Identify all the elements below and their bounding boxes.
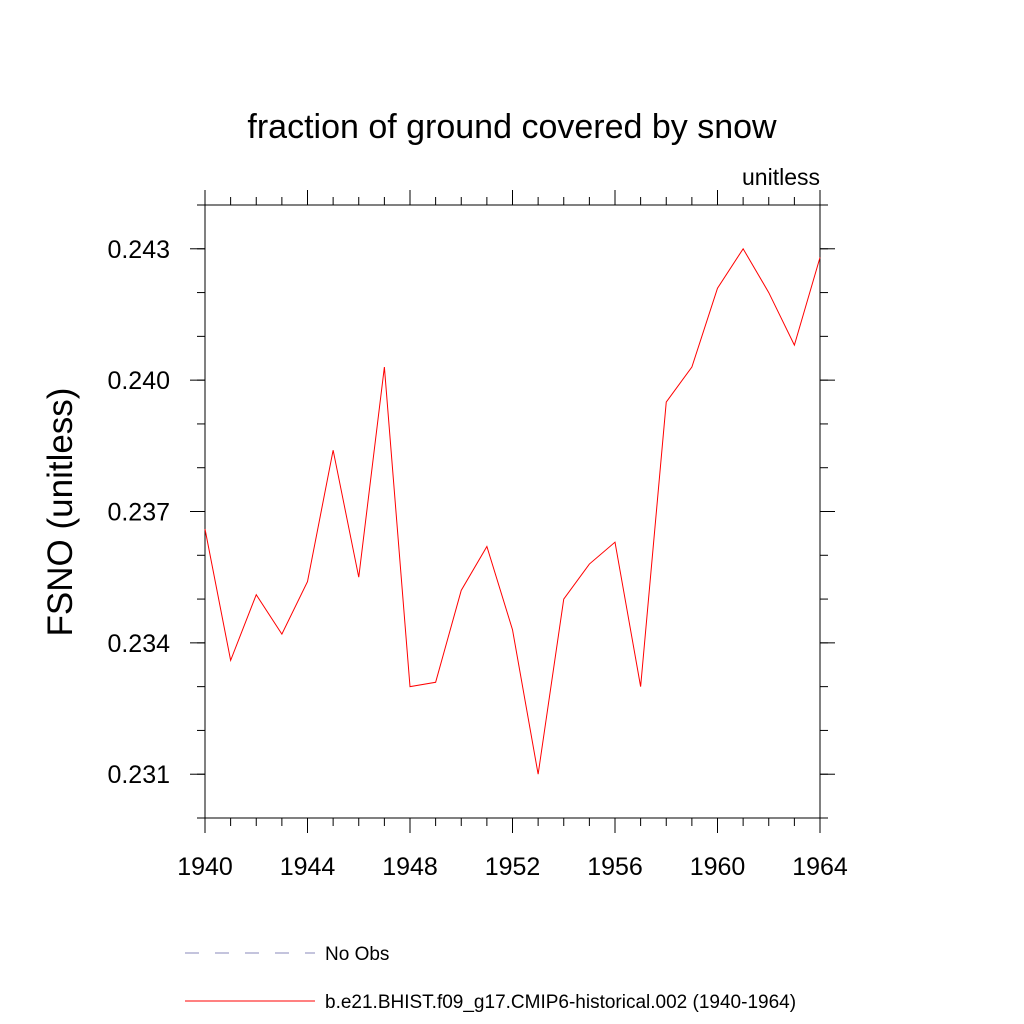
- data-point: [332, 449, 335, 452]
- y-tick-label: 0.243: [107, 236, 170, 264]
- data-point: [819, 256, 822, 259]
- data-point: [665, 401, 668, 404]
- x-tick-label: 1960: [690, 853, 746, 881]
- data-point: [767, 291, 770, 294]
- axis-ticks: [190, 190, 835, 833]
- data-point: [588, 563, 591, 566]
- data-point: [357, 576, 360, 579]
- data-point: [255, 593, 258, 596]
- data-point: [614, 541, 617, 544]
- data-point: [306, 580, 309, 583]
- legend: No Obs b.e21.BHIST.f09_g17.CMIP6-histori…: [185, 944, 796, 1013]
- data-point: [716, 287, 719, 290]
- x-tick-label: 1964: [792, 853, 848, 881]
- y-tick-label: 0.240: [107, 367, 170, 395]
- data-point: [793, 344, 796, 347]
- x-tick-label: 1952: [485, 853, 541, 881]
- series-line: [204, 247, 821, 775]
- data-point: [409, 685, 412, 688]
- x-tick-label: 1948: [382, 853, 438, 881]
- y-tick-label: 0.237: [107, 499, 170, 527]
- data-point: [229, 659, 232, 662]
- plot-frame: [204, 204, 821, 819]
- data-point: [280, 633, 283, 636]
- data-point: [460, 589, 463, 592]
- x-tick-label: 1940: [177, 853, 233, 881]
- data-point: [511, 628, 514, 631]
- data-point: [485, 545, 488, 548]
- data-point: [742, 247, 745, 250]
- legend-label-no-obs: No Obs: [325, 944, 389, 965]
- data-point: [383, 366, 386, 369]
- legend-label-model: b.e21.BHIST.f09_g17.CMIP6-historical.002…: [325, 992, 796, 1013]
- x-tick-labels: 1940 1944 1948 1952 1956 1960 1964: [177, 853, 848, 881]
- data-point: [537, 773, 540, 776]
- y-axis-label: FSNO (unitless): [41, 388, 80, 637]
- data-point: [204, 528, 207, 531]
- y-tick-label: 0.231: [107, 761, 170, 789]
- y-tick-label: 0.234: [107, 630, 170, 658]
- y-tick-labels: 0.231 0.234 0.237 0.240 0.243: [107, 236, 170, 789]
- data-point: [690, 366, 693, 369]
- x-tick-label: 1944: [280, 853, 336, 881]
- chart-title: fraction of ground covered by snow: [247, 108, 777, 146]
- data-point: [562, 598, 565, 601]
- data-point: [434, 681, 437, 684]
- units-label: unitless: [742, 164, 820, 190]
- x-tick-label: 1956: [587, 853, 643, 881]
- series-group: [204, 247, 822, 776]
- data-point: [639, 685, 642, 688]
